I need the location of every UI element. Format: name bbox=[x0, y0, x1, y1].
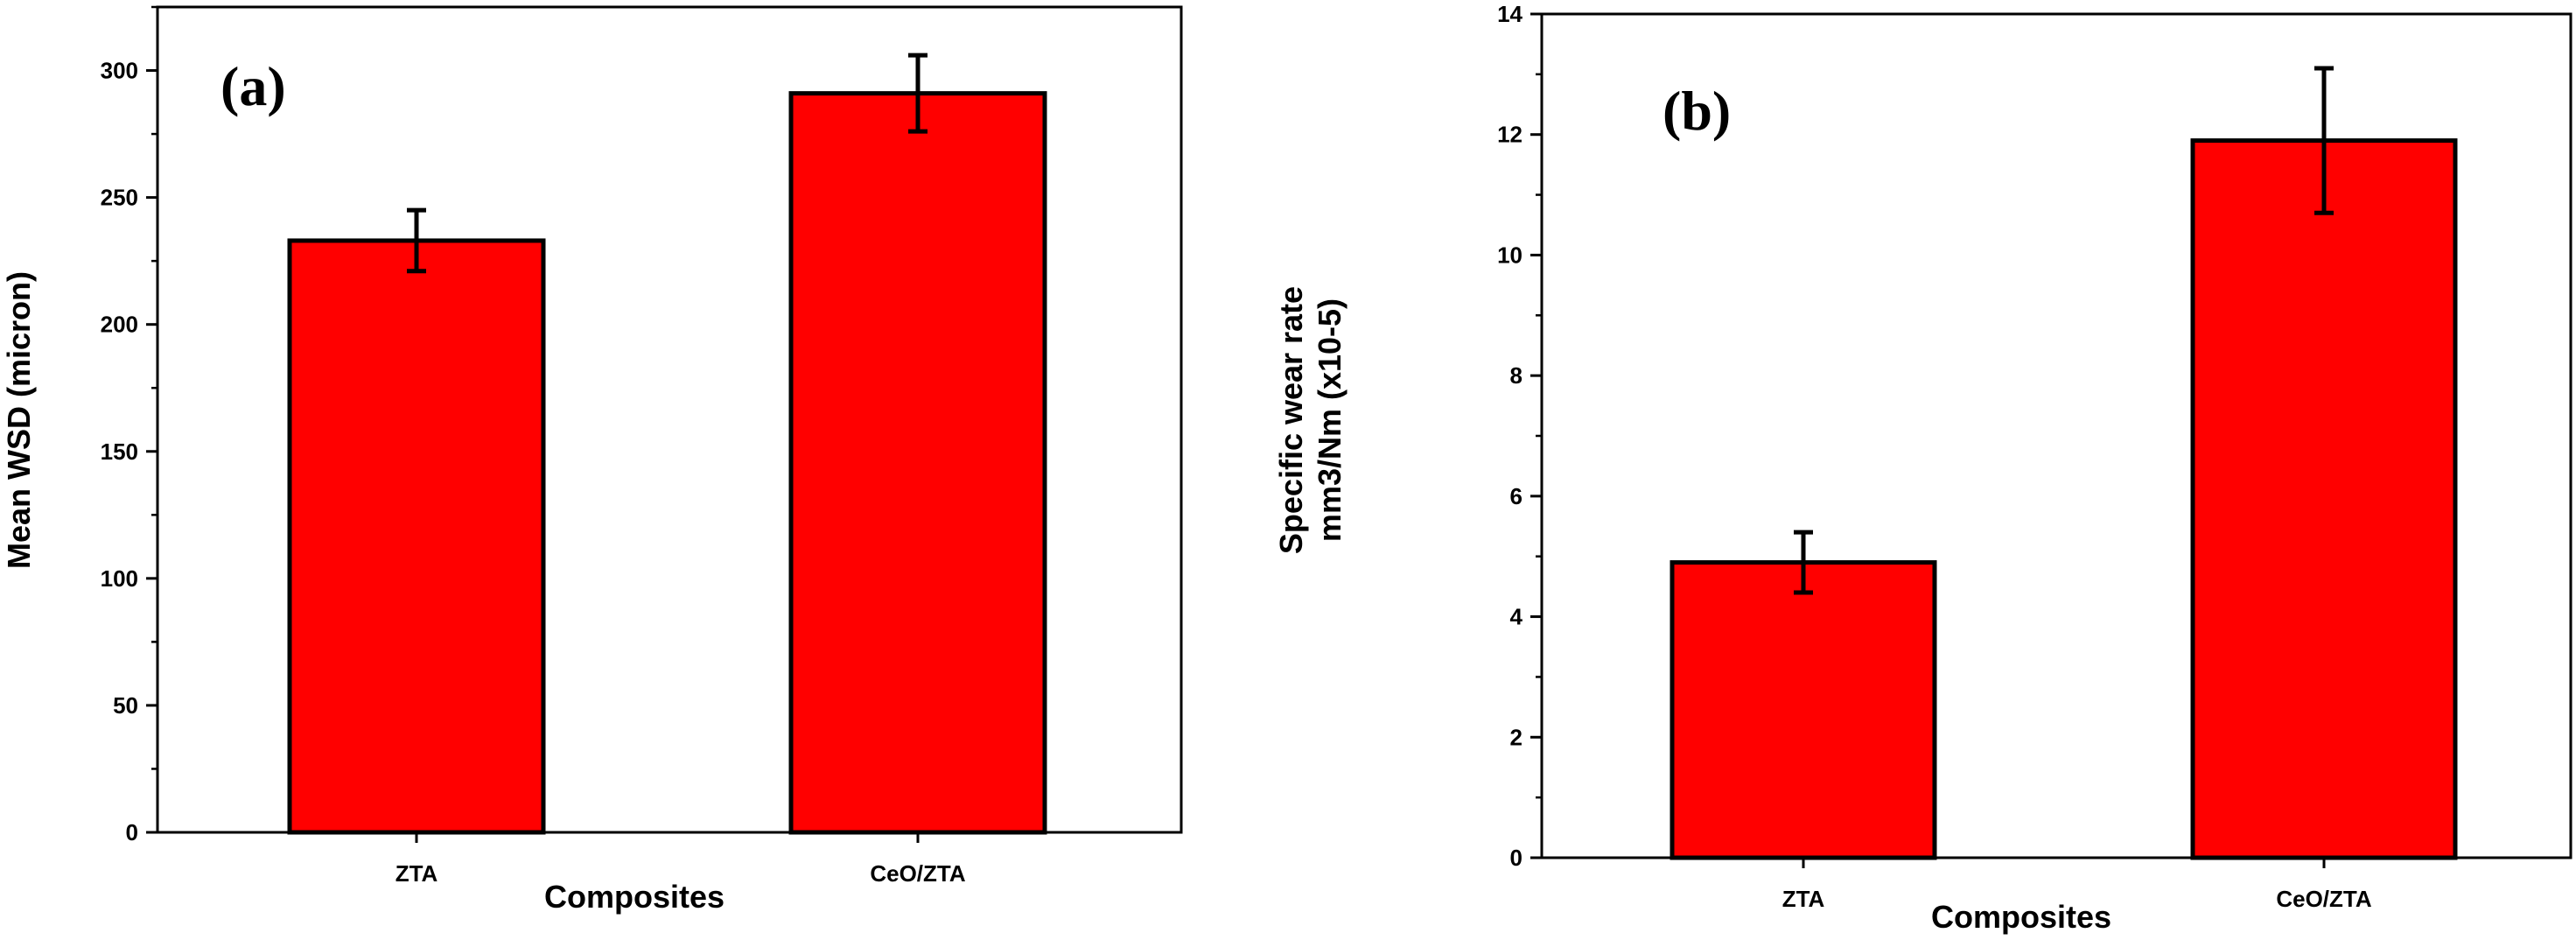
y-tick-label: 14 bbox=[1497, 1, 1522, 27]
y-tick-label: 12 bbox=[1497, 122, 1522, 148]
bar-zta bbox=[1670, 560, 1937, 860]
y-tick-label: 0 bbox=[1510, 845, 1522, 871]
x-category-label: ZTA bbox=[1782, 886, 1825, 912]
panel-label: (b) bbox=[1662, 80, 1731, 142]
y-tick-label: 4 bbox=[1510, 604, 1523, 630]
x-category-label: CeO/ZTA bbox=[2276, 886, 2372, 912]
y-axis-title: Specific wear rate bbox=[1273, 286, 1309, 554]
y-tick-label: 10 bbox=[1497, 242, 1522, 268]
bar-ceo-zta bbox=[2190, 138, 2458, 860]
y-tick-label: 300 bbox=[101, 58, 138, 84]
y-tick-label: 200 bbox=[101, 312, 138, 338]
y-tick-label: 100 bbox=[101, 565, 138, 592]
y-tick-label: 50 bbox=[113, 692, 138, 719]
bar-zta bbox=[287, 238, 546, 835]
y-tick-label: 150 bbox=[101, 438, 138, 465]
y-axis-title: Mean WSD (micron) bbox=[1, 271, 37, 569]
y-tick-label: 8 bbox=[1510, 362, 1522, 389]
plot-frame bbox=[156, 5, 1183, 834]
bar-ceo-zta bbox=[788, 91, 1047, 835]
y-tick-label: 250 bbox=[101, 185, 138, 211]
x-axis-title: Composites bbox=[544, 879, 724, 915]
chart-panel-b: 0 2 4 6 8 10 12 14 ZTA CeO/ZTA Composites Specific … bbox=[1273, 1, 2572, 935]
panel-label: (a) bbox=[220, 55, 286, 117]
x-axis-title: Composites bbox=[1931, 899, 2111, 935]
chart-panel-a: 0 50 100 150 200 250 300 ZTA CeO/ZTA Composites Me… bbox=[1, 5, 1183, 915]
y-tick-label: 0 bbox=[126, 819, 138, 845]
y-tick-label: 2 bbox=[1510, 724, 1522, 750]
x-category-label: CeO/ZTA bbox=[870, 860, 966, 887]
y-axis-title-units: mm3/Nm (x10-5) bbox=[1312, 298, 1348, 542]
y-tick-label: 6 bbox=[1510, 483, 1522, 509]
x-category-label: ZTA bbox=[396, 860, 438, 887]
